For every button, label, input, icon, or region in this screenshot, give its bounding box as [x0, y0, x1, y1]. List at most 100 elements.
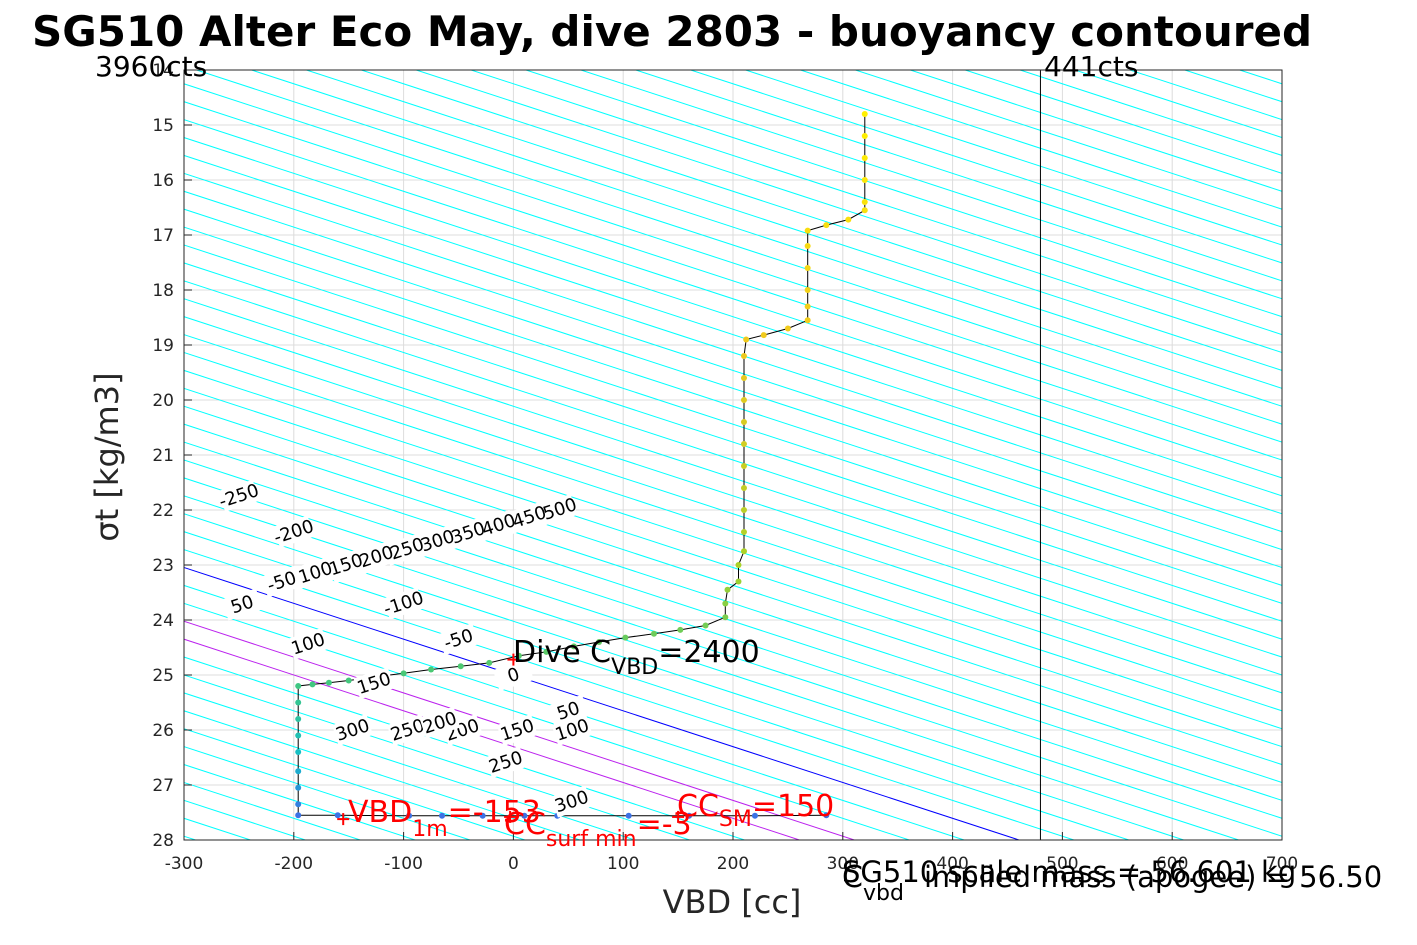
contour-line: [251, 70, 1282, 407]
profile-point: [677, 626, 684, 633]
y-tick-label: 14: [152, 61, 174, 81]
dive-cvbd-annotation: Dive CVBD=2400: [513, 635, 760, 680]
y-tick-label: 25: [152, 666, 174, 686]
contour-line: [184, 477, 1282, 837]
contour-line: [184, 513, 1184, 840]
profile-point: [486, 659, 493, 666]
contour-line: [745, 70, 1282, 246]
profile-point: [740, 441, 747, 447]
point-markers: [337, 653, 685, 826]
profile-point: [479, 812, 486, 819]
x-tick-labels: -300 -200 -100 0 100 200 300 400 500 600 700: [165, 832, 1298, 874]
contour-line: [184, 620, 855, 840]
profile-point: [751, 812, 758, 819]
profile-point: [515, 652, 522, 659]
x-tick-label: -200: [275, 854, 314, 874]
contour-line: [306, 70, 1282, 389]
contour-line: [184, 602, 910, 840]
contour-line: [184, 280, 1282, 640]
profile-point: [570, 643, 577, 650]
contour-line: [184, 244, 1282, 604]
ccsm-sub: SM: [719, 807, 752, 832]
contour-line: [184, 101, 1282, 461]
contour-label-bg: [353, 667, 395, 700]
contour-label-bg: [419, 706, 461, 739]
contour-line: [184, 566, 1020, 840]
contour-label-bg: [496, 713, 538, 747]
contour-line: [361, 70, 1282, 371]
contour-label-bg: [485, 746, 527, 779]
contour-line: [184, 531, 1129, 840]
y-tick-label: 16: [152, 171, 174, 191]
contour-line: [184, 387, 1282, 748]
contour-label-bg: [261, 565, 303, 598]
contour-label-bg: [414, 525, 456, 558]
cvbd-sub: vbd: [863, 881, 904, 906]
profile-point: [295, 784, 302, 791]
profile-point: [804, 303, 811, 310]
contour-line: [855, 70, 1282, 210]
contour-line: [800, 70, 1282, 228]
ccsm-annotation: CCSM=150: [677, 789, 834, 832]
contour-label-bg: [287, 627, 329, 660]
profile-point: [740, 485, 747, 491]
contour-label-bg: [273, 515, 315, 548]
ccsurf-main: CC: [504, 807, 546, 842]
profile-point: [722, 614, 729, 621]
contour-label-bg: [536, 493, 578, 527]
contour-line: [184, 208, 1282, 569]
contour-lines: [184, 70, 1282, 840]
contour-label-bg: [218, 479, 260, 512]
contour-label-bg: [437, 623, 480, 656]
cvbd-main: C: [842, 860, 863, 895]
contour-line: [184, 316, 1282, 676]
ccsm-value: =150: [752, 789, 834, 824]
contour-line: [416, 70, 1282, 354]
contour-line: [580, 70, 1282, 300]
profile-point: [596, 639, 603, 645]
profile-point: [650, 630, 657, 637]
x-tick-label: 400: [936, 854, 968, 874]
contour-line: [196, 70, 1282, 425]
contour-label-bg: [291, 557, 333, 590]
profile-point: [740, 463, 747, 469]
profile-point: [760, 332, 767, 339]
x-tick-label: 100: [607, 854, 639, 874]
profile-point: [439, 812, 446, 819]
profile-point: [740, 507, 747, 513]
y-tick-label: 22: [152, 501, 174, 521]
profile-point: [521, 812, 528, 819]
profile-point: [735, 562, 742, 568]
profile-point: [309, 681, 316, 688]
dive-cvbd-value: =2400: [658, 635, 759, 670]
profile-point: [295, 768, 302, 775]
x-tick-label: -300: [165, 854, 204, 874]
profile-point: [804, 243, 811, 249]
profile-point: [295, 716, 302, 722]
y-tick-label: 18: [152, 281, 174, 301]
profile-point: [622, 634, 629, 641]
profile-point: [804, 265, 811, 271]
profile-point: [345, 677, 352, 684]
contour-label-bg: [551, 713, 593, 747]
profile-point: [295, 801, 302, 808]
contour-line: [184, 262, 1282, 622]
profile-point: [740, 375, 747, 381]
y-tick-label: 24: [152, 611, 174, 631]
profile-point: [740, 397, 747, 403]
scale-mass-annotation: SG510 scale mass = 56.601 kg: [842, 855, 1296, 889]
contour-label-bg: [221, 588, 263, 621]
contour-line: [525, 70, 1282, 318]
ccsurf-value: =-3: [637, 807, 692, 842]
cts-right-label: 441cts: [1044, 50, 1138, 83]
profile-point: [722, 600, 729, 607]
profile-point: [740, 419, 747, 425]
profile-point: [457, 663, 464, 670]
contour-line: [184, 154, 1282, 515]
y-tick-label: 26: [152, 721, 174, 741]
y-tick-label: 17: [152, 226, 174, 246]
dive-cvbd-sub: VBD: [611, 655, 658, 680]
vbd1m-value: =-153: [448, 795, 541, 830]
profile-point: [861, 111, 868, 117]
